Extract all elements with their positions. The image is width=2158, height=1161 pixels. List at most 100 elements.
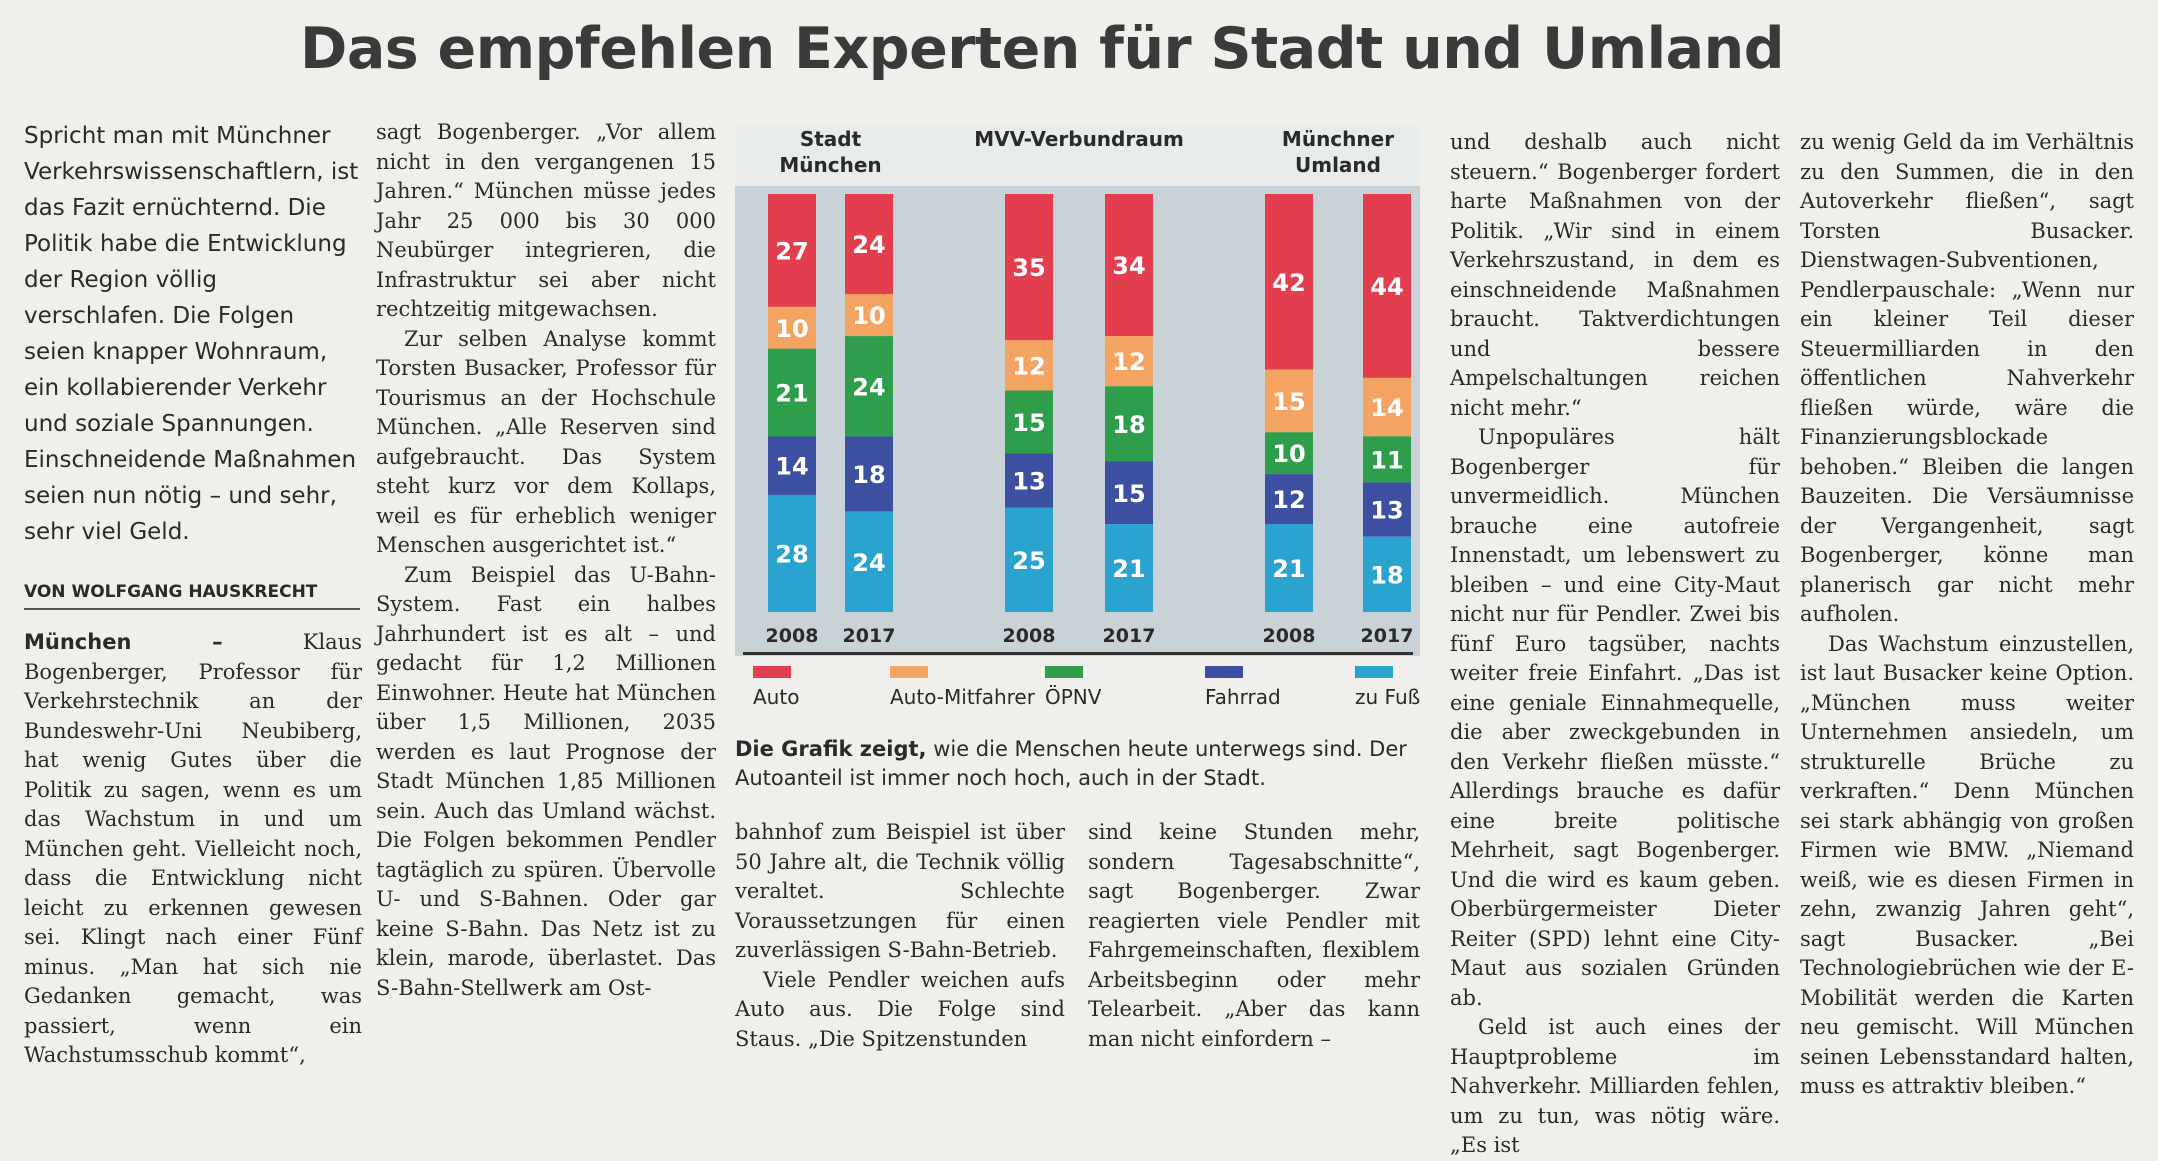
- baseline: [743, 652, 1413, 655]
- data-label: 18: [1112, 411, 1145, 439]
- bar-segment-auto-mitfahrer: [1363, 377, 1411, 437]
- article-column-1: München – Klaus Bogenberger, Professor f…: [24, 628, 362, 1071]
- paragraph: und deshalb auch nicht steuern.“ Bogenbe…: [1450, 130, 1780, 420]
- data-label: 24: [852, 373, 885, 401]
- paragraph: Unpopuläres hält Bogenberger für unverme…: [1450, 425, 1780, 1010]
- data-label: 25: [1012, 547, 1045, 575]
- data-label: 21: [775, 380, 808, 408]
- caption-lead: Die Grafik zeigt,: [735, 737, 927, 761]
- data-label: 10: [852, 302, 885, 330]
- data-label: 15: [1112, 480, 1145, 508]
- data-label: 13: [1370, 497, 1403, 525]
- article-column-3: bahnhof zum Beispiel ist über 50 Jahre a…: [735, 818, 1065, 1054]
- legend-label-auto: Auto: [753, 685, 799, 709]
- paragraph: Das Wachstum einzustellen, ist laut Busa…: [1800, 631, 2134, 1099]
- data-label: 27: [775, 237, 808, 265]
- data-label: 44: [1370, 273, 1403, 301]
- bar-segment-oepnv: [1363, 436, 1411, 483]
- bar-segment-zu-fuss: [1005, 507, 1053, 612]
- bar-segment-auto: [1265, 194, 1313, 370]
- data-label: 10: [1272, 440, 1305, 468]
- dateline: München –: [24, 630, 223, 654]
- data-label: 18: [1370, 561, 1403, 589]
- bar-segment-auto-mitfahrer: [845, 294, 893, 337]
- bar-segment-oepnv: [1105, 386, 1153, 462]
- paragraph: sind keine Stunden mehr, sondern Tagesab…: [1088, 820, 1420, 1051]
- bar-segment-fahrrad: [1363, 482, 1411, 537]
- bar-segment-oepnv: [768, 348, 816, 437]
- article-column-6: zu wenig Geld da im Verhältnis zu den Su…: [1800, 128, 2134, 1102]
- bar-segment-auto: [845, 194, 893, 295]
- bar-segment-fahrrad: [1005, 453, 1053, 508]
- group-label-muenchner-umland: Münchner Umland: [1282, 127, 1394, 177]
- legend-swatch-auto-mitfahrer: [890, 666, 928, 678]
- paragraph: Viele Pendler weichen aufs Auto aus. Die…: [735, 967, 1065, 1051]
- data-label: 42: [1272, 269, 1305, 297]
- bar-segment-auto-mitfahrer: [1265, 369, 1313, 433]
- bar-segment-fahrrad: [1105, 461, 1153, 525]
- group-label-line: Umland: [1295, 153, 1381, 177]
- bar-segment-zu-fuss: [845, 511, 893, 612]
- group-label-line: Münchner: [1282, 127, 1394, 151]
- legend-swatch-fahrrad: [1205, 666, 1243, 678]
- group-label-line: München: [779, 153, 881, 177]
- bar-segment-fahrrad: [768, 436, 816, 495]
- legend-label-zu-fuss: zu Fuß: [1355, 685, 1420, 709]
- year-label: 2008: [766, 625, 819, 647]
- mode-share-chart: Stadt München MVV-Verbundraum Münchner Umlan…: [735, 126, 1420, 736]
- bar-segment-zu-fuss: [1105, 524, 1153, 612]
- article-column-2: sagt Bogenberger. „Vor allem nicht in de…: [376, 118, 716, 1003]
- paragraph: zu wenig Geld da im Verhältnis zu den Su…: [1800, 130, 2134, 626]
- legend-label-oepnv: ÖPNV: [1045, 685, 1102, 709]
- bar-segment-auto-mitfahrer: [1105, 336, 1153, 387]
- data-label: 28: [775, 541, 808, 569]
- bar-segment-auto: [1105, 194, 1153, 337]
- data-label: 24: [852, 231, 885, 259]
- legend-swatch-zu-fuss: [1355, 666, 1393, 678]
- group-label-line: MVV-Verbundraum: [974, 127, 1184, 151]
- data-label: 13: [1012, 467, 1045, 495]
- bar-segment-auto-mitfahrer: [768, 306, 816, 349]
- paragraph: Zur selben Analyse kommt Torsten Busacke…: [376, 326, 716, 558]
- year-label: 2017: [1103, 625, 1156, 647]
- bar-segment-auto: [1005, 194, 1053, 341]
- bar-segment-oepnv: [845, 336, 893, 437]
- data-label: 14: [1370, 394, 1403, 422]
- group-label-stadt-muenchen: Stadt München: [779, 127, 881, 177]
- legend-swatch-oepnv: [1045, 666, 1083, 678]
- paragraph: sagt Bogenberger. „Vor allem nicht in de…: [376, 120, 716, 321]
- data-label: 12: [1112, 348, 1145, 376]
- chart-svg: Stadt München MVV-Verbundraum Münchner Umlan…: [735, 126, 1420, 709]
- data-label: 12: [1012, 352, 1045, 380]
- legend-swatch-auto: [753, 666, 791, 678]
- data-label: 18: [852, 461, 885, 489]
- caption-text: wie die Menschen heute unterwegs sind. D…: [735, 737, 1407, 790]
- column-1-text: Klaus Bogenberger, Professor für Verkehr…: [24, 630, 363, 1067]
- bar-segment-zu-fuss: [768, 495, 816, 612]
- bar-segment-zu-fuss: [1265, 524, 1313, 612]
- bar-segment-oepnv: [1005, 390, 1053, 454]
- data-label: 35: [1012, 254, 1045, 282]
- article-column-5: und deshalb auch nicht steuern.“ Bogenbe…: [1450, 128, 1780, 1161]
- group-label-line: Stadt: [800, 127, 862, 151]
- year-label: 2017: [1361, 625, 1414, 647]
- data-label: 34: [1112, 252, 1145, 280]
- data-label: 21: [1112, 555, 1145, 583]
- data-label: 21: [1272, 555, 1305, 583]
- legend-label-auto-mitfahrer: Auto-Mitfahrer: [890, 685, 1036, 709]
- data-label: 15: [1272, 388, 1305, 416]
- bar-segment-fahrrad: [845, 436, 893, 512]
- teaser: Spricht man mit Münchner Verkehrswissens…: [24, 123, 359, 545]
- bar-segment-auto: [768, 194, 816, 307]
- year-label: 2008: [1263, 625, 1316, 647]
- data-label: 12: [1272, 486, 1305, 514]
- bar-segment-auto-mitfahrer: [1005, 340, 1053, 391]
- paragraph: Geld ist auch eines der Hauptprobleme im…: [1450, 1015, 1780, 1157]
- data-label: 14: [775, 453, 808, 481]
- data-label: 10: [775, 315, 808, 343]
- paragraph: bahnhof zum Beispiel ist über 50 Jahre a…: [735, 820, 1065, 962]
- data-label: 15: [1012, 409, 1045, 437]
- group-label-mvv-verbundraum: MVV-Verbundraum: [974, 127, 1184, 151]
- bar-segment-fahrrad: [1265, 474, 1313, 525]
- headline: Das empfehlen Experten für Stadt und Uml…: [300, 16, 1785, 82]
